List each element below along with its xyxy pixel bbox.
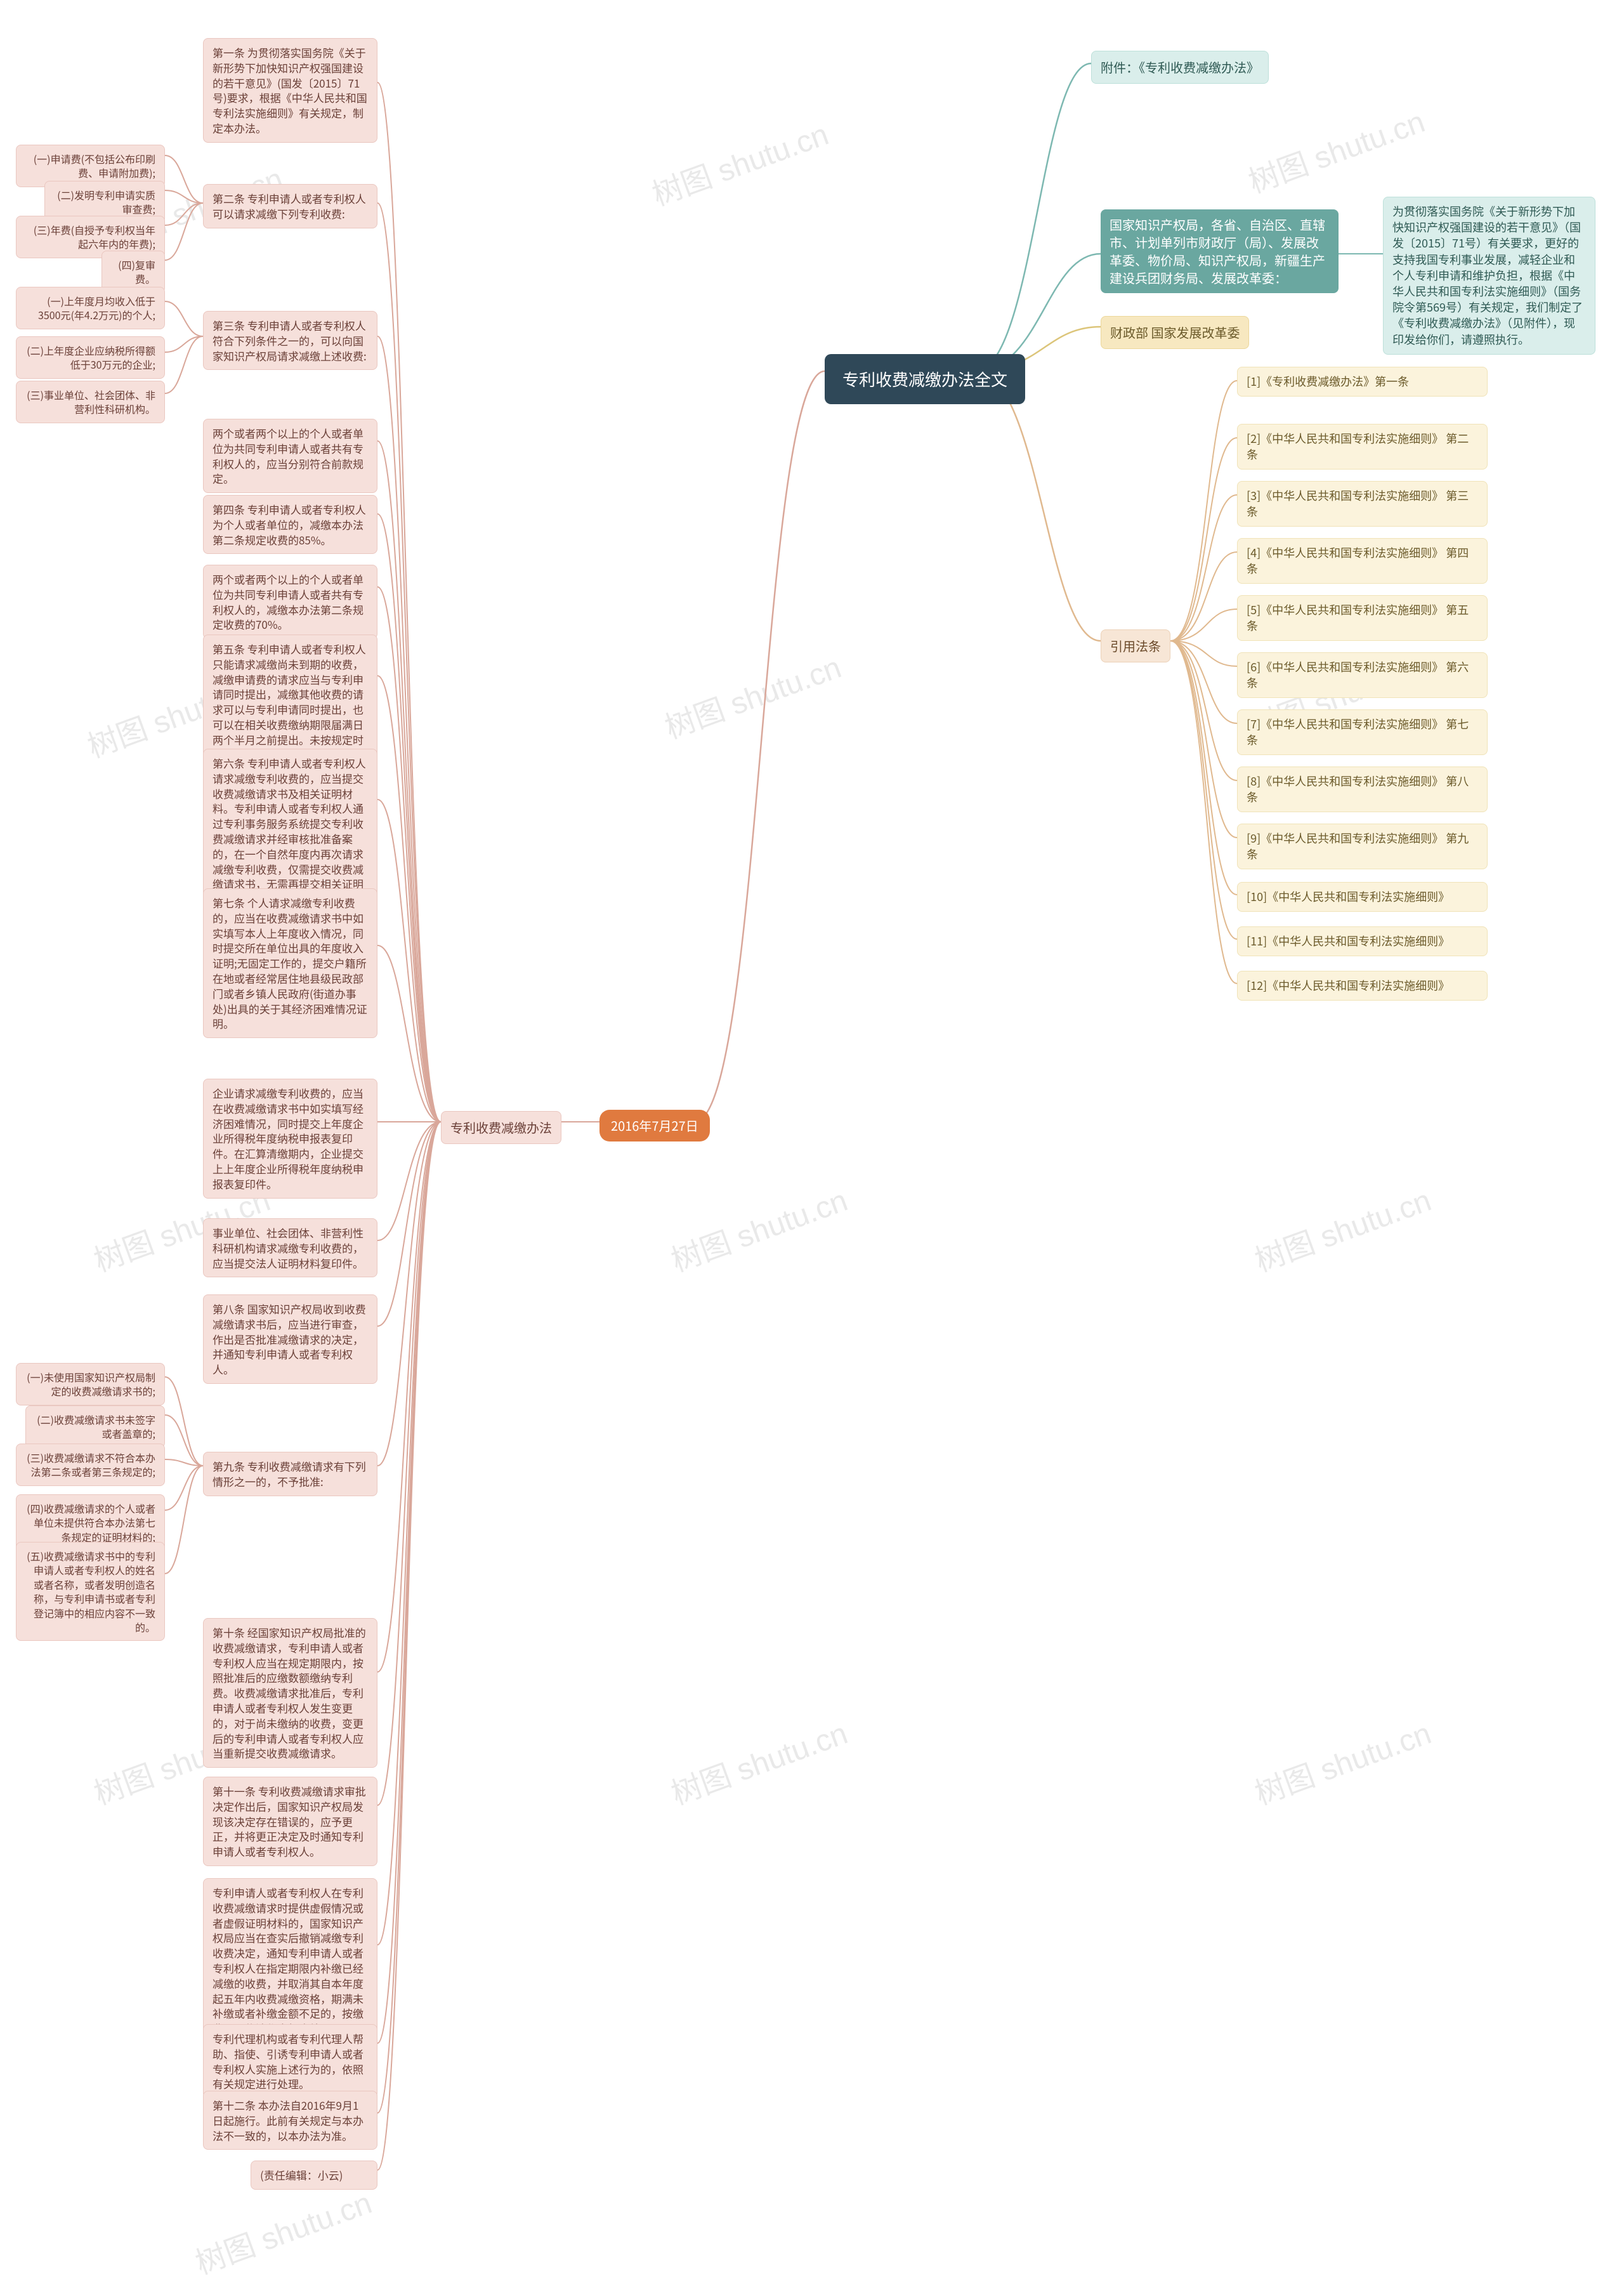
watermark: 树图 shutu.cn (1248, 1708, 1436, 1813)
article-11: 第十一条 专利收费减缴请求审批决定作出后，国家知识产权局发现该决定存在错误的，应… (203, 1777, 377, 1866)
agency-footer-node: 财政部 国家发展改革委 (1101, 316, 1249, 349)
cite-label-node: 引用法条 (1101, 629, 1170, 662)
art3-b: (二)上年度企业应纳税所得额低于30万元的企业; (16, 336, 165, 379)
art9-c: (三)收费减缴请求不符合本办法第二条或者第三条规定的; (16, 1444, 165, 1486)
cite-item: [8]《中华人民共和国专利法实施细则》 第八条 (1237, 766, 1488, 812)
watermark: 树图 shutu.cn (664, 1708, 853, 1813)
cite-item: [6]《中华人民共和国专利法实施细则》 第六条 (1237, 652, 1488, 698)
watermark: 树图 shutu.cn (188, 2178, 377, 2282)
art3-c: (三)事业单位、社会团体、非营利性科研机构。 (16, 381, 165, 423)
agency-node: 国家知识产权局，各省、自治区、直辖市、计划单列市财政厅（局）、发展改革委、物价局… (1101, 209, 1339, 293)
cite-item: [1]《专利收费减缴办法》第一条 (1237, 367, 1488, 397)
editor-node: (责任编辑：小云) (251, 2161, 377, 2190)
appendix-node: 附件：《专利收费减缴办法》 (1091, 51, 1269, 84)
watermark: 树图 shutu.cn (1248, 1175, 1436, 1280)
article-12: 第十二条 本办法自2016年9月1日起施行。此前有关规定与本办法不一致的，以本办… (203, 2091, 377, 2150)
cite-item: [10]《中华人民共和国专利法实施细则》 (1237, 882, 1488, 912)
art9-e: (五)收费减缴请求书中的专利申请人或者专利权人的姓名或者名称，或者发明创造名称，… (16, 1542, 165, 1641)
article-1: 第一条 为贯彻落实国务院《关于新形势下加快知识产权强国建设的若干意见》(国发〔2… (203, 38, 377, 143)
cite-item: [4]《中华人民共和国专利法实施细则》 第四条 (1237, 538, 1488, 584)
agency-detail-node: 为贯彻落实国务院《关于新形势下加快知识产权强国建设的若干意见》（国发〔2015〕… (1383, 197, 1595, 355)
watermark: 树图 shutu.cn (1241, 96, 1430, 201)
root-node: 专利收费减缴办法全文 (825, 354, 1025, 404)
article-11b: 专利申请人或者专利权人在专利收费减缴请求时提供虚假情况或者虚假证明材料的，国家知… (203, 1878, 377, 2043)
art9-b: (二)收费减缴请求书未签字或者盖章的; (25, 1405, 165, 1448)
article-10: 第十条 经国家知识产权局批准的收费减缴请求，专利申请人或者专利权人应当在规定期限… (203, 1618, 377, 1768)
article-7b: 企业请求减缴专利收费的，应当在收费减缴请求书中如实填写经济困难情况，同时提交上年… (203, 1079, 377, 1199)
article-3: 第三条 专利申请人或者专利权人符合下列条件之一的，可以向国家知识产权局请求减缴上… (203, 311, 377, 370)
cite-item: [7]《中华人民共和国专利法实施细则》 第七条 (1237, 709, 1488, 755)
cite-item: [11]《中华人民共和国专利法实施细则》 (1237, 926, 1488, 956)
watermark: 树图 shutu.cn (658, 642, 846, 747)
art3-a: (一)上年度月均收入低于3500元(年4.2万元)的个人; (16, 287, 165, 329)
date-node: 2016年7月27日 (599, 1110, 710, 1142)
article-9: 第九条 专利收费减缴请求有下列情形之一的，不予批准: (203, 1452, 377, 1496)
article-7c: 事业单位、社会团体、非营利性科研机构请求减缴专利收费的，应当提交法人证明材料复印… (203, 1218, 377, 1277)
watermark: 树图 shutu.cn (664, 1175, 853, 1280)
article-2: 第二条 专利申请人或者专利权人可以请求减缴下列专利收费: (203, 184, 377, 228)
article-3p: 两个或者两个以上的个人或者单位为共同专利申请人或者共有专利权人的，应当分别符合前… (203, 419, 377, 493)
cite-item: [5]《中华人民共和国专利法实施细则》 第五条 (1237, 595, 1488, 641)
article-8: 第八条 国家知识产权局收到收费减缴请求书后，应当进行审查，作出是否批准减缴请求的… (203, 1294, 377, 1384)
article-7: 第七条 个人请求减缴专利收费的，应当在收费减缴请求书中如实填写本人上年度收入情况… (203, 888, 377, 1038)
cite-item: [12]《中华人民共和国专利法实施细则》 (1237, 971, 1488, 1001)
article-4p: 两个或者两个以上的个人或者单位为共同专利申请人或者共有专利权人的，减缴本办法第二… (203, 565, 377, 639)
cite-item: [3]《中华人民共和国专利法实施细则》 第三条 (1237, 481, 1488, 527)
cite-item: [2]《中华人民共和国专利法实施细则》 第二条 (1237, 424, 1488, 470)
watermark: 树图 shutu.cn (645, 109, 834, 214)
art9-a: (一)未使用国家知识产权局制定的收费减缴请求书的; (16, 1363, 165, 1405)
method-label-node: 专利收费减缴办法 (441, 1111, 561, 1144)
article-4: 第四条 专利申请人或者专利权人为个人或者单位的，减缴本办法第二条规定收费的85%… (203, 495, 377, 554)
article-11c: 专利代理机构或者专利代理人帮助、指使、引诱专利申请人或者专利权人实施上述行为的，… (203, 2024, 377, 2098)
cite-item: [9]《中华人民共和国专利法实施细则》 第九条 (1237, 824, 1488, 869)
